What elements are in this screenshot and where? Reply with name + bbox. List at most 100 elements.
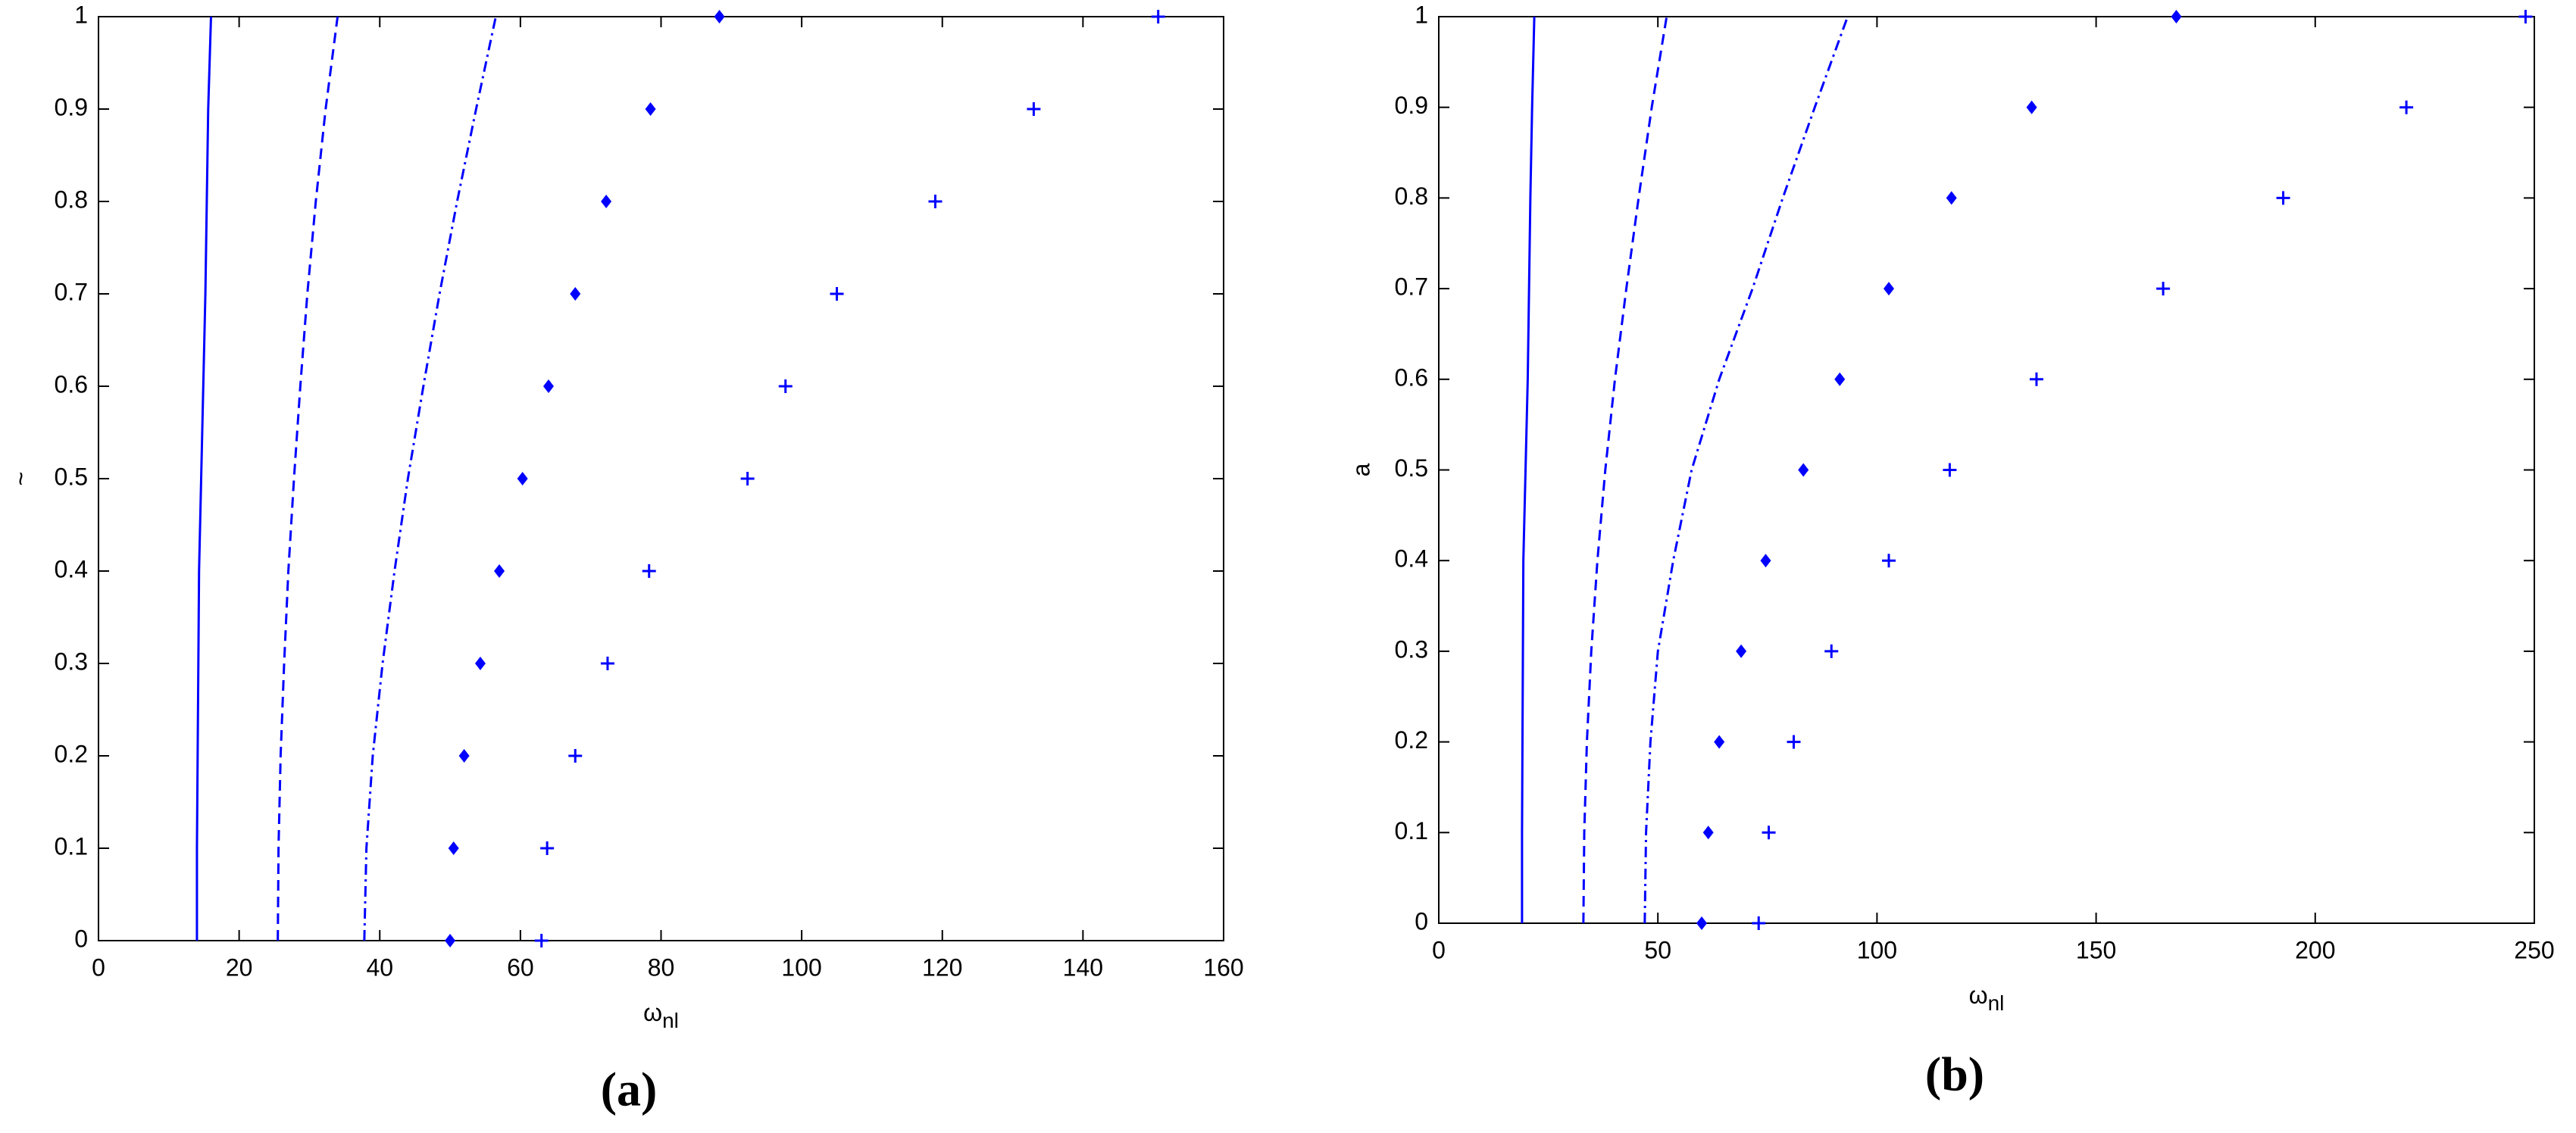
diamond-marker [1736, 644, 1747, 658]
plus-marker [740, 472, 755, 485]
x-label-subscript: nl [662, 1009, 679, 1032]
plus-marker [540, 841, 555, 855]
diamond-marker [1702, 826, 1714, 840]
y-axis-label: a [1347, 463, 1374, 476]
diamond-marker [448, 841, 459, 855]
x-tick-label: 100 [781, 954, 821, 981]
panel-label: (b) [1925, 1047, 1984, 1101]
plus-marker [1882, 554, 1896, 568]
series-line [1582, 16, 1668, 924]
x-tick-label: 140 [1063, 954, 1103, 981]
plus-marker [2276, 191, 2290, 205]
plus-marker [534, 934, 549, 947]
x-tick-label: 200 [2295, 936, 2335, 963]
x-tick-label: 250 [2514, 936, 2554, 963]
plus-marker [1151, 10, 1165, 23]
y-tick-label: 0.3 [1395, 635, 1428, 663]
plus-marker [830, 287, 844, 301]
x-tick-label: 0 [92, 954, 105, 981]
diamond-marker [458, 749, 470, 763]
y-tick-label: 0.2 [1395, 726, 1428, 754]
y-tick-label: 0.7 [55, 278, 88, 305]
y-tick-label: 0.6 [1395, 364, 1428, 391]
y-tick-label: 0.9 [1395, 92, 1428, 119]
diamond-marker [645, 102, 656, 116]
diamond-marker [570, 287, 581, 301]
plus-marker [1752, 916, 1766, 930]
plus-marker [2399, 100, 2414, 114]
plus-marker [600, 657, 614, 670]
diamond-marker [543, 379, 554, 393]
x-label-subscript: nl [1988, 991, 2005, 1015]
x-label-symbol: ω [643, 999, 662, 1026]
plus-marker [642, 564, 656, 578]
plus-marker [2029, 372, 2043, 386]
y-tick-label: 0.1 [1395, 817, 1428, 844]
y-tick-label: 0 [1415, 907, 1428, 935]
diamond-marker [445, 934, 456, 947]
plus-marker [568, 749, 583, 763]
x-tick-label: 160 [1203, 954, 1243, 981]
series-line [195, 16, 212, 941]
y-tick-label: 1 [1415, 1, 1428, 28]
x-label-symbol: ω [1969, 982, 1988, 1009]
x-tick-label: 60 [507, 954, 534, 981]
diamond-marker [2171, 10, 2182, 23]
y-tick-label: 0.7 [1395, 273, 1428, 301]
y-tick-label: 0.5 [55, 463, 88, 490]
y-tick-label: 0.5 [1395, 454, 1428, 482]
diamond-marker [1884, 282, 1895, 296]
panel-label: (a) [601, 1063, 658, 1116]
diamond-marker [474, 657, 486, 670]
y-tick-label: 0.8 [1395, 183, 1428, 210]
x-tick-label: 100 [1857, 936, 1897, 963]
diamond-marker [1696, 916, 1708, 930]
x-tick-label: 80 [648, 954, 675, 981]
series-line [277, 16, 339, 941]
diamond-marker [714, 10, 725, 23]
plus-marker [2156, 282, 2171, 296]
x-tick-label: 50 [1644, 936, 1671, 963]
y-tick-label: 1 [74, 1, 88, 28]
y-tick-label: 0.3 [55, 648, 88, 675]
diamond-marker [1834, 372, 1846, 386]
plot-frame [98, 16, 1224, 941]
plus-marker [1762, 826, 1776, 840]
plus-marker [1824, 644, 1839, 658]
diamond-marker [517, 472, 528, 485]
plus-marker [778, 379, 792, 393]
y-tick-label: 0.1 [55, 832, 88, 860]
x-tick-label: 150 [2076, 936, 2116, 963]
y-tick-label: 0.4 [1395, 545, 1428, 573]
y-tick-label: 0.9 [55, 93, 88, 120]
x-tick-label: 20 [226, 954, 253, 981]
x-tick-label: 120 [922, 954, 962, 981]
diamond-marker [494, 564, 505, 578]
x-axis-label: ωnl [1969, 982, 2005, 1015]
diamond-marker [1760, 554, 1771, 568]
diamond-marker [1798, 463, 1809, 477]
diamond-marker [2026, 100, 2037, 114]
x-tick-label: 0 [1432, 936, 1446, 963]
y-tick-label: 0.8 [55, 186, 88, 213]
diamond-marker [1946, 191, 1957, 205]
plot-frame [1438, 16, 2535, 924]
x-tick-label: 40 [366, 954, 393, 981]
series-line [1521, 16, 1536, 923]
plus-marker [1787, 735, 1801, 749]
y-tick-label: 0.6 [55, 370, 88, 398]
y-tick-label: 0.2 [55, 740, 88, 767]
series-line [363, 16, 497, 941]
plus-marker [2518, 10, 2533, 23]
y-tick-label: 0.4 [55, 555, 88, 582]
plus-marker [1943, 463, 1957, 477]
y-tick-label: 0 [74, 925, 88, 952]
diamond-marker [601, 195, 612, 208]
series-line [1643, 16, 1849, 924]
y-axis-label: ~ [7, 472, 34, 486]
plus-marker [928, 195, 943, 208]
plus-marker [1027, 102, 1041, 116]
diamond-marker [1714, 735, 1725, 749]
x-axis-label: ωnl [643, 999, 679, 1032]
